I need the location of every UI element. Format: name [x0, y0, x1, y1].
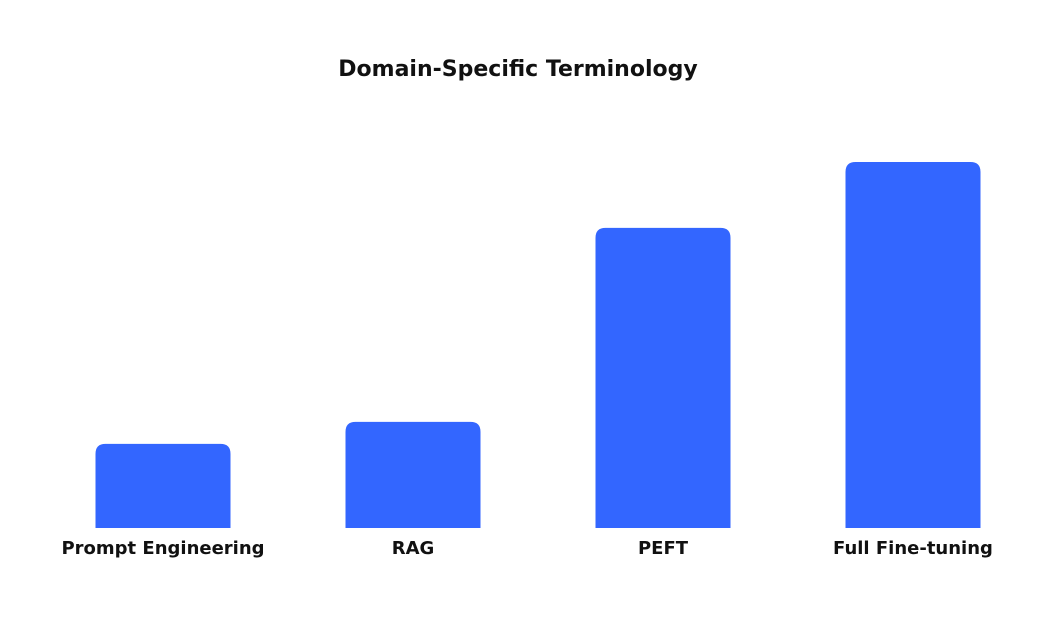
x-tick-label: Full Fine-tuning [833, 538, 993, 559]
x-tick-label: RAG [392, 538, 435, 559]
bar [95, 443, 231, 528]
chart-title: Domain-Specific Terminology [338, 57, 697, 82]
x-tick-label: Prompt Engineering [61, 538, 264, 559]
bar [595, 227, 731, 528]
bar [345, 421, 481, 528]
bar [845, 162, 981, 528]
x-tick-label: PEFT [638, 538, 689, 559]
